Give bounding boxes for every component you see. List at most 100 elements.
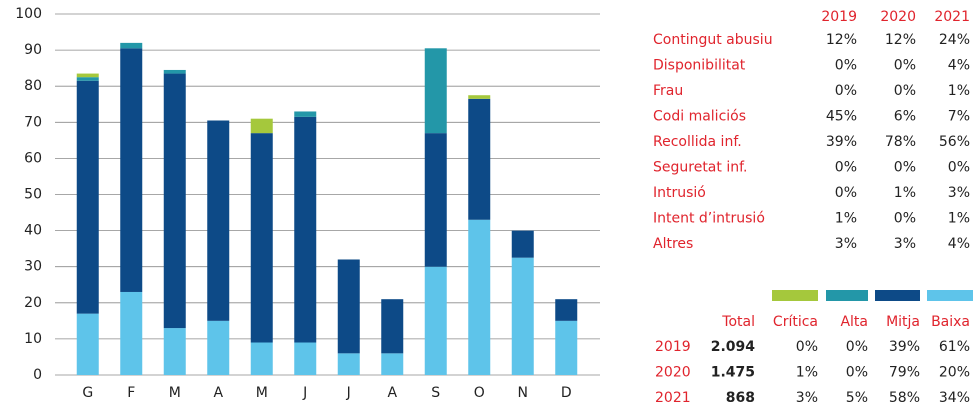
row-label: Codi maliciós (653, 109, 746, 125)
row-year: 2021 (655, 390, 691, 406)
legend-swatch (875, 290, 920, 301)
bar-segment (250, 342, 273, 375)
cell: 34% (939, 390, 970, 406)
y-tick-label: 70 (24, 114, 42, 130)
y-tick-label: 20 (24, 295, 42, 311)
cell: 1% (948, 83, 970, 99)
bar-segment (76, 313, 99, 375)
y-tick-label: 90 (24, 42, 42, 58)
cell: 6% (894, 109, 916, 125)
bar-segment (424, 266, 447, 375)
bar-segment (76, 77, 99, 81)
cell: 0% (835, 58, 857, 74)
bar-segment (250, 133, 273, 343)
bar-segment (555, 320, 578, 375)
cell: 3% (948, 185, 970, 201)
cell: 1% (796, 365, 818, 381)
legend-label: Mitja (886, 314, 920, 330)
cell: 0% (796, 339, 818, 355)
row-total: 2.094 (711, 339, 756, 355)
cell: 39% (826, 134, 857, 150)
x-tick-label: A (387, 385, 397, 401)
cell: 0% (835, 83, 857, 99)
y-tick-label: 60 (24, 150, 42, 166)
cell: 12% (885, 32, 916, 48)
bar-segment (163, 69, 186, 74)
column-header: 2021 (934, 9, 970, 25)
bar-segment (76, 80, 99, 314)
cell: 0% (846, 365, 868, 381)
cell: 1% (894, 185, 916, 201)
y-tick-label: 0 (33, 367, 42, 383)
x-tick-label: G (82, 385, 93, 401)
legend-swatch (772, 290, 818, 301)
cell: 0% (948, 160, 970, 176)
x-tick-label: F (127, 385, 135, 401)
x-tick-label: M (256, 385, 268, 401)
x-tick-label: A (213, 385, 223, 401)
cell: 79% (889, 365, 920, 381)
cell: 0% (894, 211, 916, 227)
bar-segment (76, 73, 99, 78)
bar-segment (207, 120, 230, 321)
y-tick-label: 30 (24, 259, 42, 275)
legend-swatch (927, 290, 973, 301)
bar-segment (120, 42, 143, 49)
column-header: 2019 (821, 9, 857, 25)
x-tick-label: D (561, 385, 572, 401)
cell: 1% (948, 211, 970, 227)
x-tick-label: J (302, 385, 307, 401)
legend-swatch (826, 290, 868, 301)
row-label: Recollida inf. (653, 134, 742, 150)
row-total: 868 (726, 390, 755, 406)
row-year: 2019 (655, 339, 691, 355)
cell: 20% (939, 365, 970, 381)
cell: 45% (826, 109, 857, 125)
bar-segment (120, 291, 143, 375)
bar-segment (511, 257, 534, 375)
y-tick-label: 40 (24, 223, 42, 239)
row-label: Intrusió (653, 185, 706, 201)
bar-segment (294, 342, 317, 375)
cell: 0% (835, 185, 857, 201)
legend-label: Baixa (931, 314, 970, 330)
x-tick-label: S (431, 385, 440, 401)
cell: 4% (948, 236, 970, 252)
bar-segment (250, 118, 273, 134)
bar-segment (207, 320, 230, 375)
cell: 56% (939, 134, 970, 150)
column-header: Total (721, 314, 755, 330)
bar-segment (337, 353, 360, 375)
x-tick-label: J (346, 385, 351, 401)
x-tick-label: O (474, 385, 485, 401)
row-label: Intent d’intrusió (653, 211, 765, 227)
cell: 24% (939, 32, 970, 48)
y-tick-label: 80 (24, 78, 42, 94)
cell: 4% (948, 58, 970, 74)
cell: 3% (835, 236, 857, 252)
x-tick-label: M (169, 385, 181, 401)
cell: 0% (846, 339, 868, 355)
cell: 3% (796, 390, 818, 406)
cell: 61% (939, 339, 970, 355)
row-label: Frau (653, 83, 683, 99)
cell: 3% (894, 236, 916, 252)
cell: 7% (948, 109, 970, 125)
bar-segment (163, 73, 186, 329)
bar-segment (468, 219, 491, 375)
bar-segment (468, 95, 491, 99)
cell: 12% (826, 32, 857, 48)
bar-segment (424, 48, 447, 134)
y-tick-label: 10 (24, 331, 42, 347)
x-tick-label: N (518, 385, 528, 401)
bar-segment (468, 98, 491, 220)
row-label: Altres (653, 236, 693, 252)
row-total: 1.475 (711, 365, 755, 381)
bar-segment (555, 299, 578, 321)
row-label: Disponibilitat (653, 58, 746, 74)
cell: 78% (885, 134, 916, 150)
y-tick-label: 100 (15, 6, 42, 22)
cell: 0% (835, 160, 857, 176)
row-label: Seguretat inf. (653, 160, 747, 176)
bar-segment (120, 48, 143, 292)
